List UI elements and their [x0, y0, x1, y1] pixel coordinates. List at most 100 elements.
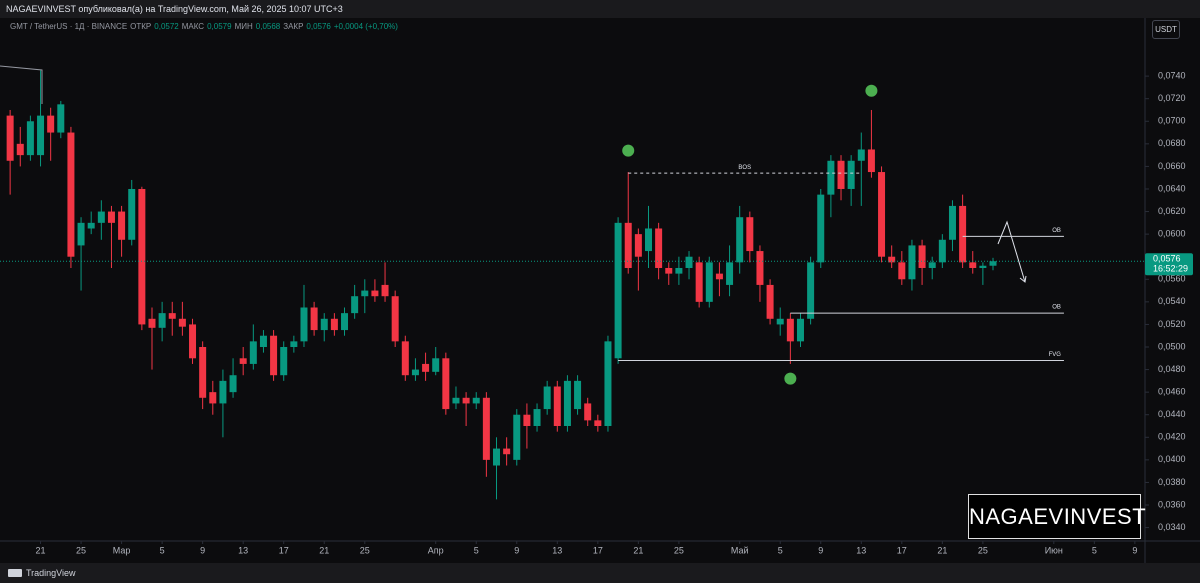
- x-tick-label: 17: [279, 545, 289, 555]
- candle-body: [138, 188, 146, 325]
- candle-body: [979, 265, 987, 268]
- x-tick-label: 13: [552, 545, 562, 555]
- x-tick-label: Мар: [113, 545, 131, 555]
- candle-body: [107, 211, 115, 223]
- y-tick-label: 0,0440: [1158, 409, 1186, 419]
- symbol: GMT / TetherUS · 1Д · BINANCE: [10, 22, 128, 31]
- candle-body: [290, 341, 298, 347]
- candle-body: [736, 217, 744, 263]
- arrow-head: [1019, 275, 1027, 283]
- y-tick-label: 0,0620: [1158, 206, 1186, 216]
- candle-body: [158, 313, 166, 328]
- candle-body: [6, 115, 14, 161]
- plot: 0,0340 0,0360 0,0380 0,0400 0,0420 0,0440 0,04…: [0, 70, 1193, 555]
- candle-body: [523, 414, 531, 427]
- countdown: 16:52:29: [1153, 264, 1188, 274]
- candle-body: [361, 290, 369, 297]
- candle-body: [381, 284, 389, 297]
- y-tick-label: 0,0500: [1158, 341, 1186, 351]
- candle-body: [705, 262, 713, 302]
- candle-body: [685, 256, 693, 268]
- currency-button[interactable]: USDT: [1152, 20, 1180, 39]
- x-tick-label: 25: [674, 545, 684, 555]
- candle-body: [128, 188, 136, 240]
- close-label: ЗАКР: [283, 22, 304, 31]
- candle-body: [199, 346, 207, 398]
- candle-body: [715, 273, 723, 280]
- level-label: OB: [1052, 228, 1061, 234]
- logo: [8, 569, 22, 577]
- candle-body: [452, 397, 460, 404]
- candle-body: [857, 149, 865, 161]
- x-tick-label: 21: [36, 545, 46, 555]
- x-tick-label: 9: [1132, 545, 1137, 555]
- candle-body: [665, 267, 673, 274]
- candle-body: [482, 397, 490, 460]
- candle-body: [67, 132, 75, 257]
- candle-body: [695, 262, 703, 302]
- candle-body: [928, 262, 936, 268]
- candle-body: [624, 222, 632, 268]
- candle-body: [37, 115, 45, 156]
- candle-body: [827, 160, 835, 195]
- candle-body: [87, 222, 95, 229]
- x-tick-label: Май: [731, 545, 749, 555]
- y-tick-label: 0,0480: [1158, 364, 1186, 374]
- footer-text: TradingView: [26, 568, 76, 578]
- signal-dot: [622, 144, 635, 157]
- x-tick-label: 21: [319, 545, 329, 555]
- x-tick-label: 17: [897, 545, 907, 555]
- candle-body: [391, 296, 399, 342]
- candle-body: [310, 307, 318, 331]
- candle-body: [533, 409, 541, 427]
- candle-body: [776, 318, 784, 325]
- close-value: 0,0576: [306, 22, 331, 31]
- signal-dot: [784, 372, 797, 385]
- candle-body: [16, 143, 24, 156]
- candle-body: [959, 205, 967, 263]
- candle-body: [118, 211, 126, 240]
- candle-body: [634, 234, 642, 257]
- candle-body: [786, 318, 794, 342]
- candle-body: [908, 245, 916, 280]
- candle-body: [148, 318, 156, 328]
- candle-body: [644, 228, 652, 252]
- candle-body: [26, 121, 34, 156]
- candle-body: [219, 380, 227, 404]
- y-tick-label: 0,0600: [1158, 229, 1186, 239]
- candle-body: [280, 346, 288, 376]
- candle-body: [584, 403, 592, 421]
- y-tick-label: 0,0420: [1158, 432, 1186, 442]
- x-tick-label: 25: [76, 545, 86, 555]
- y-tick-label: 0,0720: [1158, 93, 1186, 103]
- x-tick-label: 13: [238, 545, 248, 555]
- legend: GMT / TetherUS · 1Д · BINANCE ОТКР 0,0572…: [10, 22, 398, 31]
- x-tick-label: 9: [818, 545, 823, 555]
- y-tick-label: 0,0560: [1158, 274, 1186, 284]
- candle-body: [249, 341, 257, 364]
- y-tick-label: 0,0640: [1158, 183, 1186, 193]
- candle-body: [726, 262, 734, 285]
- level-label: BOS: [738, 165, 751, 171]
- candle-body: [229, 375, 237, 393]
- header: NAGAEVINVEST опубликовал(а) на TradingVi…: [0, 0, 1200, 18]
- y-tick-label: 0,0360: [1158, 499, 1186, 509]
- change: +0,0004 (+0,70%): [333, 22, 398, 31]
- last-price-box: [1145, 253, 1193, 276]
- x-tick-label: 5: [1092, 545, 1097, 555]
- drawing-line: [0, 65, 43, 104]
- candle-body: [655, 228, 663, 268]
- footer: TradingView: [0, 563, 1200, 583]
- candle-body: [97, 211, 105, 223]
- y-tick-label: 0,0740: [1158, 70, 1186, 80]
- candle-body: [493, 448, 501, 466]
- candle-body: [178, 318, 186, 327]
- x-tick-label: 21: [937, 545, 947, 555]
- candle-body: [604, 341, 612, 427]
- candle-body: [837, 160, 845, 189]
- candle-body: [57, 104, 65, 133]
- signal-dot: [865, 84, 878, 97]
- candle-body: [411, 369, 419, 376]
